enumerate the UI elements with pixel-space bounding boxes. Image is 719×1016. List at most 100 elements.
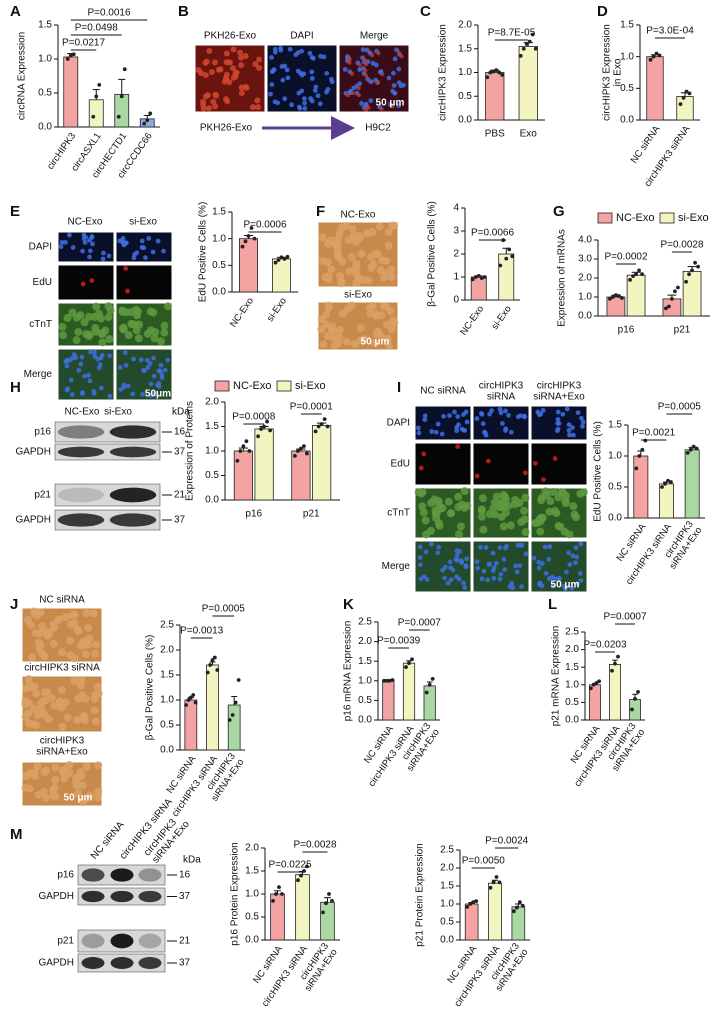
cell [90,241,95,247]
cell [59,768,68,777]
cell [160,321,169,330]
cell [318,53,323,59]
data-point [299,873,303,878]
cell [82,240,88,245]
data-point [494,68,499,73]
cell [150,334,159,343]
cell [40,688,49,697]
y-tick-label: 1.5 [358,656,372,667]
cell [123,362,129,368]
cell [59,240,65,245]
cell [74,626,83,635]
cell [487,561,492,567]
cell [165,357,171,363]
data-point [474,899,479,904]
y-axis-label: Expression of mRNAs [557,229,568,327]
cell [249,104,256,111]
cell [480,421,486,427]
cell [297,106,303,111]
cell [352,269,361,278]
cell [146,307,155,316]
data-point [236,678,241,682]
cell [230,46,237,53]
data-point [91,114,96,119]
bar [233,450,253,501]
cell [498,571,504,577]
y-tick-label: 1.0 [620,51,634,62]
data-point [690,268,694,273]
protein-label: p21 [57,936,74,947]
cell [208,69,215,76]
arrow-label: PKH26-Exo [200,123,253,134]
cell [502,545,508,551]
cell [143,255,148,261]
cell [206,48,213,55]
cell [357,249,366,258]
cell [138,357,144,363]
cell [575,581,580,587]
cell [284,67,290,73]
data-point [424,690,429,695]
cell [30,704,39,713]
cell [84,332,93,341]
cell [439,431,445,437]
cell [100,256,106,262]
cell [541,477,546,482]
cell [96,365,102,371]
y-tick-label: 0.0 [212,287,226,298]
y-tick-label: 0.0 [620,115,634,126]
data-point [256,434,260,439]
cell [47,693,56,702]
cell [93,682,102,691]
row-label: Merge [24,369,53,380]
cell [417,544,423,550]
cell [542,491,551,500]
cell [350,234,359,243]
cell [502,567,508,572]
data-point [148,111,153,116]
data-point [688,447,693,452]
cell [419,508,428,517]
cell [462,427,468,433]
cell [368,79,374,85]
data-point [676,285,680,290]
data-point [524,42,529,46]
cell [92,302,101,311]
row-label: si-Exo [344,290,372,301]
data-point [482,275,487,279]
x-tick-label: p21 [303,509,320,520]
cell [157,337,166,346]
cell [396,103,402,109]
cell [203,58,210,65]
y-tick-label: 0.5 [620,83,634,94]
y-axis-label: circHIPK3 Expressionin Exo [601,24,623,121]
cell [212,91,219,98]
data-point [630,707,634,712]
data-point [498,263,503,268]
cell [523,551,529,557]
column-label: PKH26-Exo [204,31,257,42]
y-tick-label: 2.0 [565,644,579,655]
data-point [666,478,670,483]
cell [549,487,558,496]
y-tick-label: 1.0 [440,899,454,910]
data-point [296,878,300,883]
cell [84,640,93,649]
cell [33,762,42,771]
cell [95,309,104,318]
protein-label: p16 [57,870,74,881]
p-value: P=0.0005 [202,604,246,615]
cell [122,350,128,356]
cell [421,451,427,457]
y-tick-label: 1.5 [608,420,622,431]
bar [295,874,310,941]
cell [78,361,84,367]
cell [390,221,399,230]
cell [508,429,514,435]
data-point [94,94,99,99]
cell [70,610,79,619]
data-point [427,682,432,687]
cell [41,696,50,705]
data-point [279,255,284,260]
